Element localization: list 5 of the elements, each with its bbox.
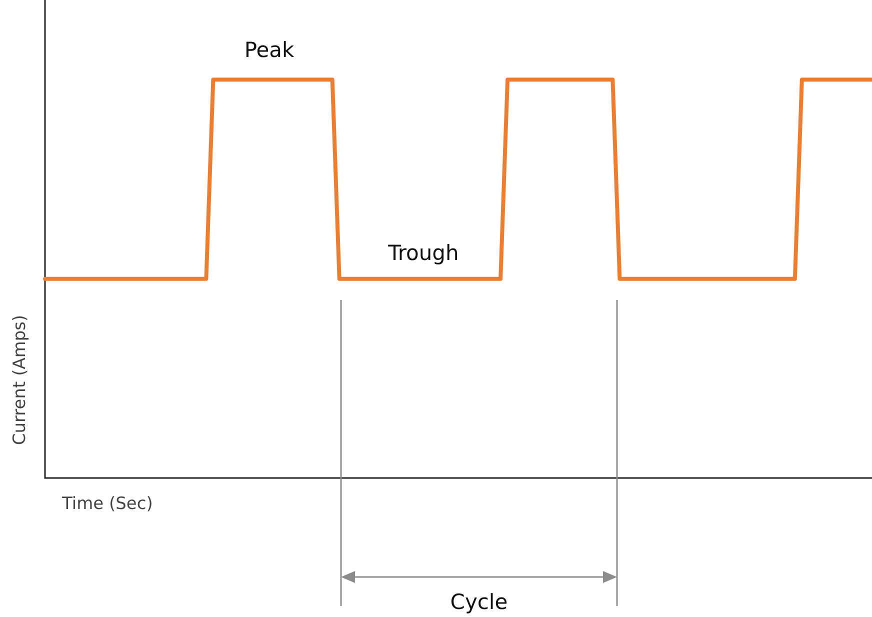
annotation: Trough bbox=[388, 240, 459, 265]
y-axis-title: Current (Amps) bbox=[10, 314, 30, 446]
text: Cycle bbox=[450, 590, 508, 614]
text: Peak bbox=[244, 38, 294, 62]
x-axis-title: Time (Sec) bbox=[62, 494, 153, 514]
